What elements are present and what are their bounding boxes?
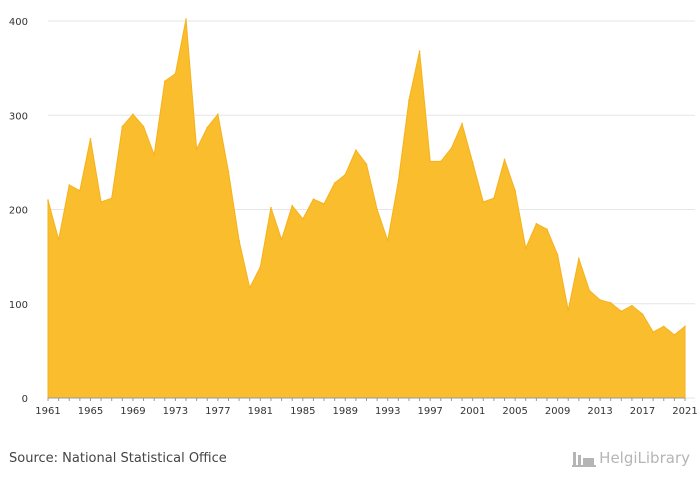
data-point [248, 286, 251, 289]
x-tick-label: 1989 [333, 406, 358, 417]
data-point [429, 160, 432, 163]
x-tick-label: 2021 [672, 406, 697, 417]
data-point [323, 203, 325, 205]
x-tick-label: 2001 [460, 406, 485, 417]
data-point [302, 218, 304, 220]
data-point [280, 238, 283, 241]
y-tick-label: 400 [9, 17, 28, 28]
x-tick-label: 1997 [417, 406, 442, 417]
helgi-library-logo[interactable]: HelgiLibrary [572, 449, 690, 467]
data-point [132, 113, 134, 116]
data-point [556, 253, 559, 256]
data-point [376, 208, 378, 211]
data-point [461, 122, 463, 125]
x-tick-label: 2005 [502, 406, 527, 417]
x-tick-label: 1977 [205, 406, 230, 417]
logo-text: HelgiLibrary [599, 449, 690, 467]
data-point [493, 197, 495, 199]
data-point [673, 334, 676, 336]
data-point [312, 198, 315, 200]
data-point [365, 163, 368, 166]
data-point [397, 180, 400, 183]
y-axis: 0 100 200 300 400 [9, 17, 28, 405]
data-point [546, 228, 548, 231]
series-area [47, 18, 686, 399]
y-tick-label: 100 [9, 300, 28, 311]
data-point [259, 266, 262, 268]
x-tick-label: 1973 [163, 406, 188, 417]
data-point [110, 197, 113, 199]
data-point [588, 289, 591, 292]
y-tick-label: 200 [9, 206, 28, 217]
data-point [79, 189, 81, 192]
area-fill [47, 19, 686, 399]
data-point [227, 171, 230, 173]
x-tick-label: 1981 [248, 406, 273, 417]
data-point [471, 161, 474, 164]
data-point [524, 247, 527, 249]
source-note: Source: National Statistical Office [9, 451, 227, 466]
data-point [142, 125, 145, 128]
x-tick-label: 1969 [120, 406, 145, 417]
data-point [386, 239, 389, 242]
data-point [355, 149, 357, 151]
data-point [153, 154, 155, 156]
data-point [631, 304, 633, 307]
data-point [163, 80, 166, 83]
data-point [503, 158, 506, 161]
data-point [684, 325, 686, 328]
data-point [567, 309, 570, 312]
data-point [344, 173, 347, 176]
data-point [185, 18, 187, 20]
y-tick-label: 300 [9, 111, 28, 122]
data-point [57, 238, 60, 241]
data-point [47, 199, 49, 201]
data-point [100, 201, 102, 203]
x-axis: 1961 1965 1969 1973 1977 1981 1985 1989 1993 1997… [35, 397, 698, 417]
data-point [333, 182, 336, 184]
data-point [291, 204, 293, 207]
x-tick-label: 1993 [375, 406, 400, 417]
data-point [206, 126, 209, 129]
data-point [270, 206, 272, 209]
data-point [195, 148, 198, 150]
x-tick-label: 1985 [290, 406, 315, 417]
factory-icon [572, 452, 597, 467]
data-point [578, 257, 580, 260]
data-point [408, 99, 410, 101]
x-tick-label: 2009 [545, 406, 570, 417]
x-tick-label: 2017 [630, 406, 655, 417]
x-tick-label: 1961 [35, 406, 60, 417]
x-tick-label: 1965 [78, 406, 103, 417]
data-point [599, 299, 601, 301]
data-point [662, 325, 665, 328]
data-point [450, 147, 453, 150]
data-point [609, 302, 612, 304]
data-point [238, 239, 240, 242]
x-tick-label: 2013 [587, 406, 612, 417]
data-point [174, 72, 177, 75]
data-point [217, 113, 219, 116]
data-point [68, 184, 71, 186]
data-point [89, 138, 92, 140]
data-point [440, 160, 442, 163]
data-point [418, 50, 421, 52]
y-tick-label: 0 [22, 394, 28, 405]
data-point [641, 313, 644, 315]
data-point [121, 125, 124, 128]
data-point [514, 189, 516, 192]
data-point [620, 310, 623, 313]
data-point [482, 201, 485, 203]
data-point [652, 331, 654, 333]
data-point [535, 222, 538, 225]
